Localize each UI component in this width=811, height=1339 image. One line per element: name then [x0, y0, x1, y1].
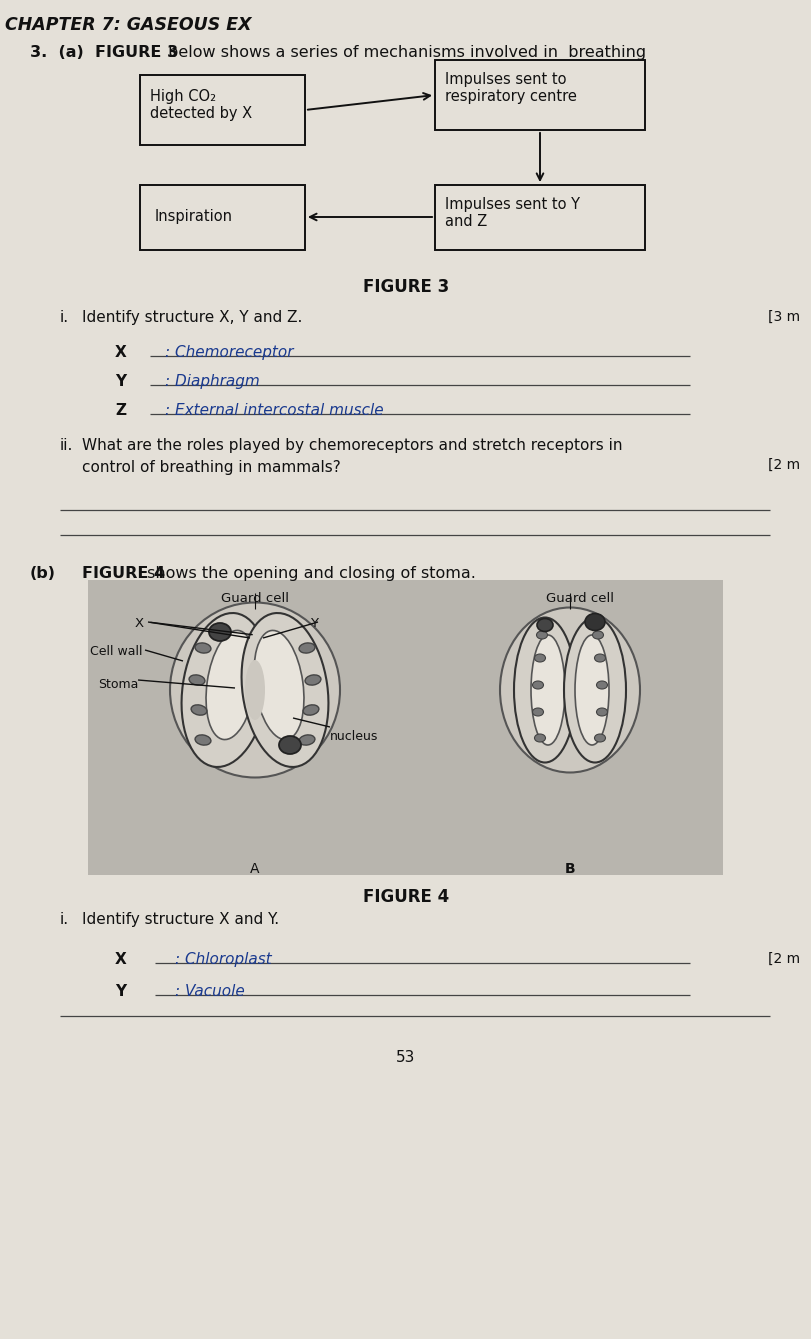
- Ellipse shape: [500, 608, 639, 773]
- Text: Y: Y: [115, 374, 126, 390]
- Ellipse shape: [245, 660, 264, 720]
- Ellipse shape: [596, 708, 607, 716]
- Ellipse shape: [532, 708, 543, 716]
- Text: What are the roles played by chemoreceptors and stretch receptors in: What are the roles played by chemorecept…: [82, 438, 622, 453]
- Ellipse shape: [594, 734, 605, 742]
- Text: [2 m: [2 m: [767, 458, 799, 473]
- Text: Identify structure X, Y and Z.: Identify structure X, Y and Z.: [82, 311, 302, 325]
- Ellipse shape: [574, 635, 608, 744]
- Ellipse shape: [584, 613, 604, 631]
- Text: FIGURE 4: FIGURE 4: [82, 566, 165, 581]
- Ellipse shape: [530, 635, 564, 744]
- Ellipse shape: [592, 631, 603, 639]
- Text: Inspiration: Inspiration: [155, 209, 233, 224]
- Text: nucleus: nucleus: [329, 730, 378, 743]
- Text: [2 m: [2 m: [767, 952, 799, 965]
- Text: B: B: [564, 862, 575, 876]
- Text: shows the opening and closing of stoma.: shows the opening and closing of stoma.: [142, 566, 475, 581]
- Ellipse shape: [241, 613, 328, 767]
- Ellipse shape: [169, 603, 340, 778]
- Text: 53: 53: [396, 1050, 415, 1065]
- Text: : Chloroplast: : Chloroplast: [175, 952, 272, 967]
- Ellipse shape: [536, 619, 552, 632]
- Ellipse shape: [182, 613, 268, 767]
- Ellipse shape: [534, 653, 545, 661]
- Ellipse shape: [191, 704, 207, 715]
- Text: Guard cell: Guard cell: [221, 592, 289, 605]
- Text: Cell wall: Cell wall: [90, 645, 142, 657]
- Text: Y: Y: [115, 984, 126, 999]
- Text: FIGURE 4: FIGURE 4: [363, 888, 448, 907]
- Bar: [435, 60, 644, 130]
- Text: Y: Y: [310, 617, 318, 631]
- Ellipse shape: [536, 631, 547, 639]
- Bar: [139, 75, 305, 145]
- Bar: [88, 580, 722, 874]
- Text: : Diaphragm: : Diaphragm: [165, 374, 260, 390]
- Text: 3.  (a): 3. (a): [30, 46, 84, 60]
- Ellipse shape: [532, 682, 543, 690]
- Text: below shows a series of mechanisms involved in  breathing: below shows a series of mechanisms invol…: [163, 46, 646, 60]
- Ellipse shape: [305, 675, 320, 686]
- Text: i.: i.: [60, 311, 69, 325]
- Text: control of breathing in mammals?: control of breathing in mammals?: [82, 461, 341, 475]
- Text: ii.: ii.: [60, 438, 73, 453]
- Text: FIGURE 3: FIGURE 3: [363, 279, 448, 296]
- Ellipse shape: [298, 735, 315, 744]
- Text: A: A: [250, 862, 260, 876]
- Text: X: X: [135, 617, 144, 631]
- Ellipse shape: [195, 735, 211, 744]
- Ellipse shape: [564, 617, 625, 762]
- Ellipse shape: [596, 682, 607, 690]
- Text: Impulses sent to Y
and Z: Impulses sent to Y and Z: [444, 197, 579, 229]
- Text: [3 m: [3 m: [767, 311, 799, 324]
- Ellipse shape: [298, 643, 315, 653]
- Ellipse shape: [254, 631, 303, 739]
- Ellipse shape: [208, 623, 230, 641]
- Text: X: X: [115, 345, 127, 360]
- Ellipse shape: [279, 736, 301, 754]
- Text: CHAPTER 7: GASEOUS EX: CHAPTER 7: GASEOUS EX: [5, 16, 251, 33]
- Text: (b): (b): [30, 566, 56, 581]
- Ellipse shape: [189, 675, 204, 686]
- Text: Stoma: Stoma: [98, 678, 138, 691]
- Text: Identify structure X and Y.: Identify structure X and Y.: [82, 912, 279, 927]
- Ellipse shape: [206, 631, 255, 739]
- Text: : External intercostal muscle: : External intercostal muscle: [165, 403, 383, 418]
- Text: FIGURE 3: FIGURE 3: [95, 46, 178, 60]
- Bar: [435, 185, 644, 250]
- Text: Z: Z: [115, 403, 126, 418]
- Text: High CO₂
detected by X: High CO₂ detected by X: [150, 88, 251, 122]
- Text: Guard cell: Guard cell: [545, 592, 613, 605]
- Text: X: X: [115, 952, 127, 967]
- Ellipse shape: [594, 653, 605, 661]
- Ellipse shape: [534, 734, 545, 742]
- Text: i.: i.: [60, 912, 69, 927]
- Text: : Vacuole: : Vacuole: [175, 984, 244, 999]
- Ellipse shape: [513, 617, 575, 762]
- Text: Impulses sent to
respiratory centre: Impulses sent to respiratory centre: [444, 72, 576, 104]
- Bar: [139, 185, 305, 250]
- Ellipse shape: [195, 643, 211, 653]
- Text: : Chemoreceptor: : Chemoreceptor: [165, 345, 293, 360]
- Ellipse shape: [303, 704, 319, 715]
